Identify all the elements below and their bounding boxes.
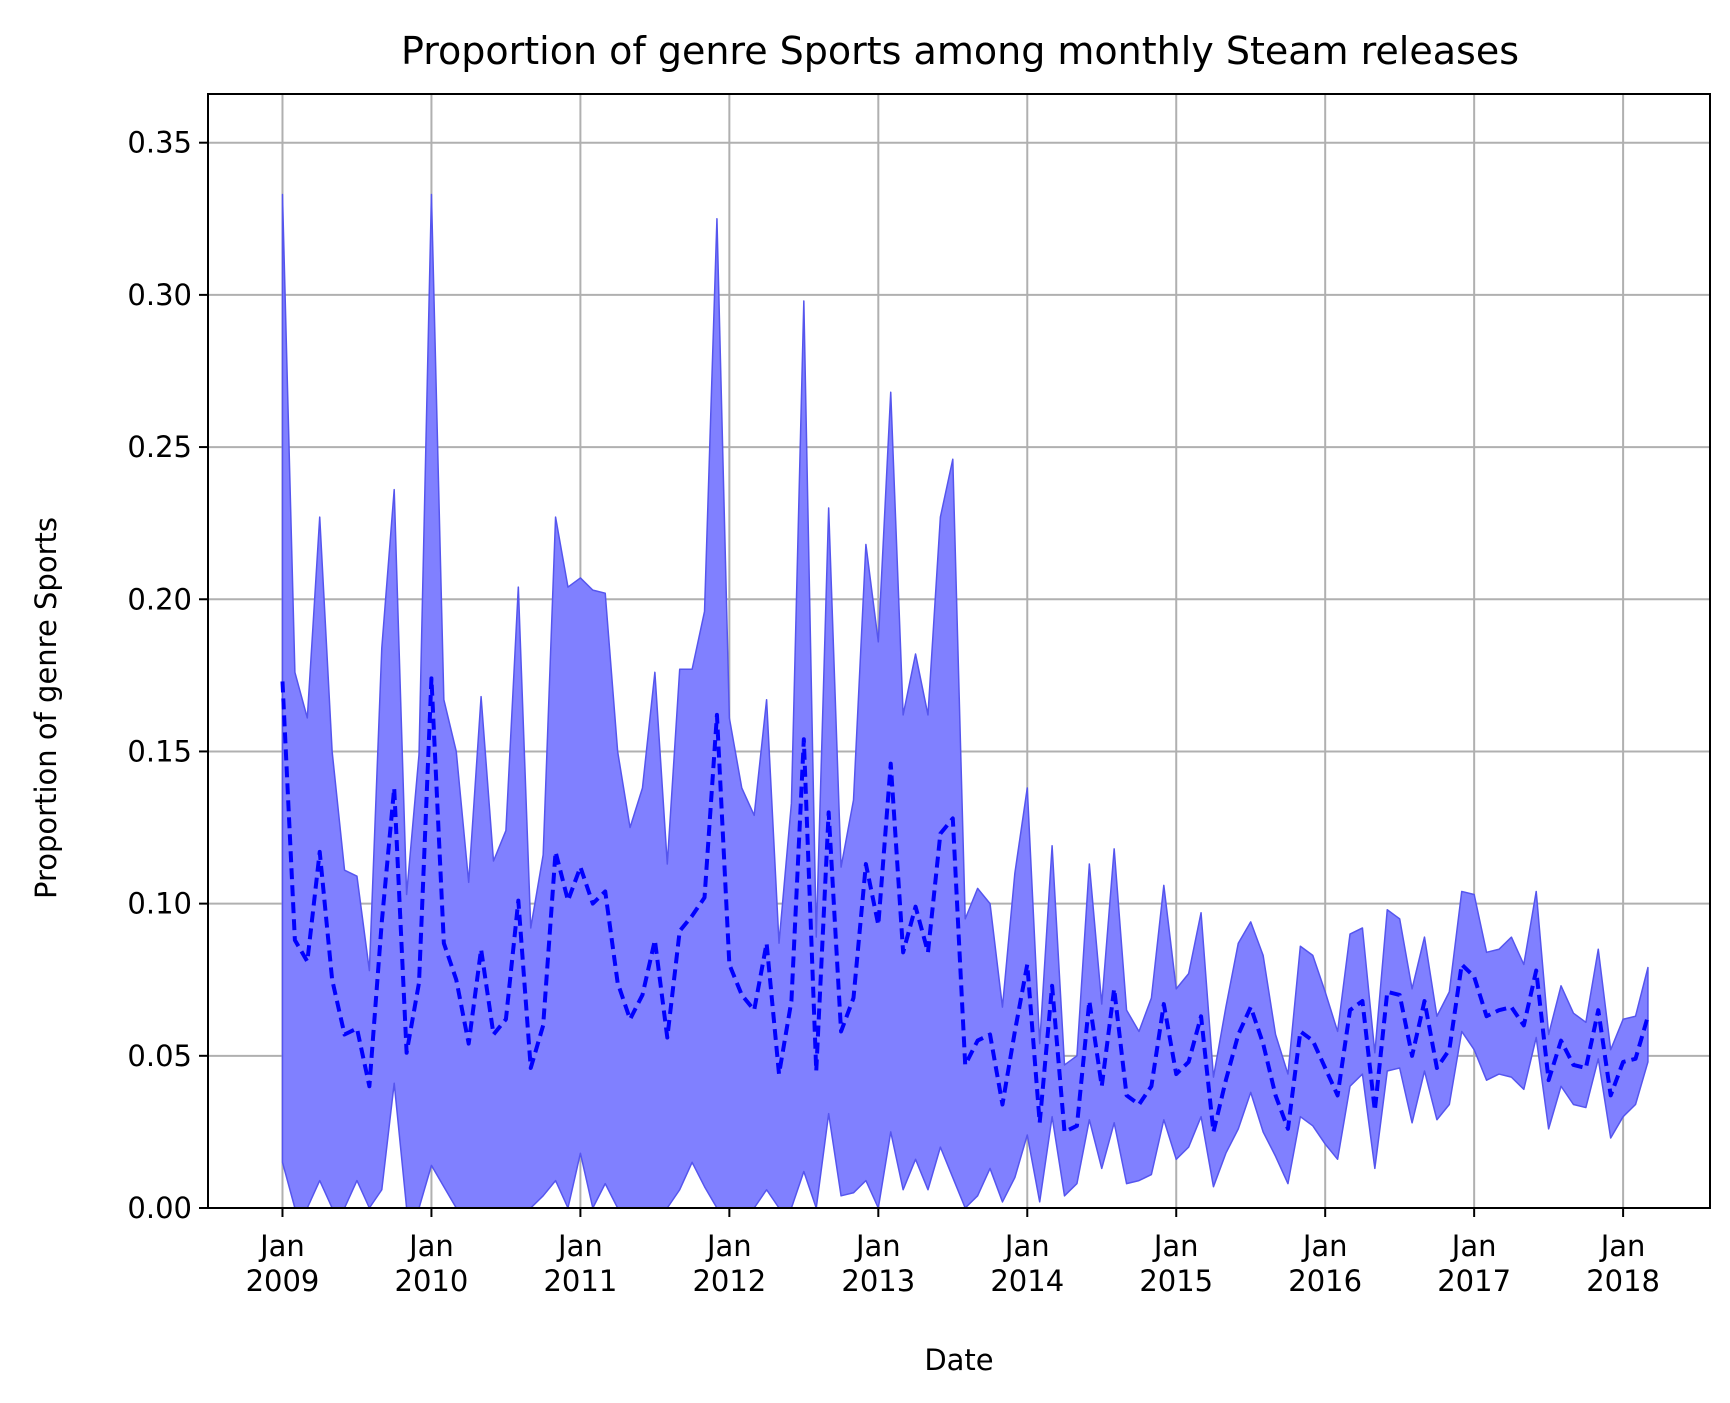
x-tick-label: Jan 2018: [1586, 1229, 1660, 1298]
x-tick-label: Jan 2010: [395, 1229, 469, 1298]
chart-title: Proportion of genre Sports among monthly…: [401, 29, 1519, 73]
y-tick-label: 0.00: [127, 1191, 192, 1225]
axes-frame: [207, 93, 1711, 1209]
series-line: [280, 676, 1650, 1134]
x-tick-label: Jan 2016: [1288, 1229, 1362, 1298]
x-tick-label: Jan 2009: [246, 1229, 320, 1298]
x-axis: Jan 2009 Jan 2010 Jan 2011 Jan 2012 Jan 2013 Jan 20…: [246, 1208, 1660, 1298]
y-tick-label: 0.05: [127, 1039, 192, 1073]
x-tick-label: Jan 2014: [990, 1229, 1064, 1298]
plot-area: [207, 93, 1711, 1209]
y-tick-label: 0.20: [127, 582, 192, 616]
y-tick-label: 0.15: [127, 734, 192, 768]
x-tick-label: Jan 2013: [841, 1229, 915, 1298]
x-tick-label: Jan 2015: [1139, 1229, 1213, 1298]
x-axis-label: Date: [924, 1343, 993, 1377]
y-tick-label: 0.25: [127, 430, 192, 464]
x-tick-label: Jan 2012: [692, 1229, 766, 1298]
y-tick-label: 0.30: [127, 278, 192, 312]
y-tick-label: 0.10: [127, 887, 192, 921]
y-tick-label: 0.35: [127, 126, 192, 160]
x-tick-label: Jan 2017: [1437, 1229, 1511, 1298]
y-axis: 0.00 0.05 0.10 0.15 0.20 0.25 0.30 0.35: [127, 126, 208, 1225]
x-tick-label: Jan 2011: [543, 1229, 617, 1298]
y-axis-label: Proportion of genre Sports: [29, 517, 63, 899]
